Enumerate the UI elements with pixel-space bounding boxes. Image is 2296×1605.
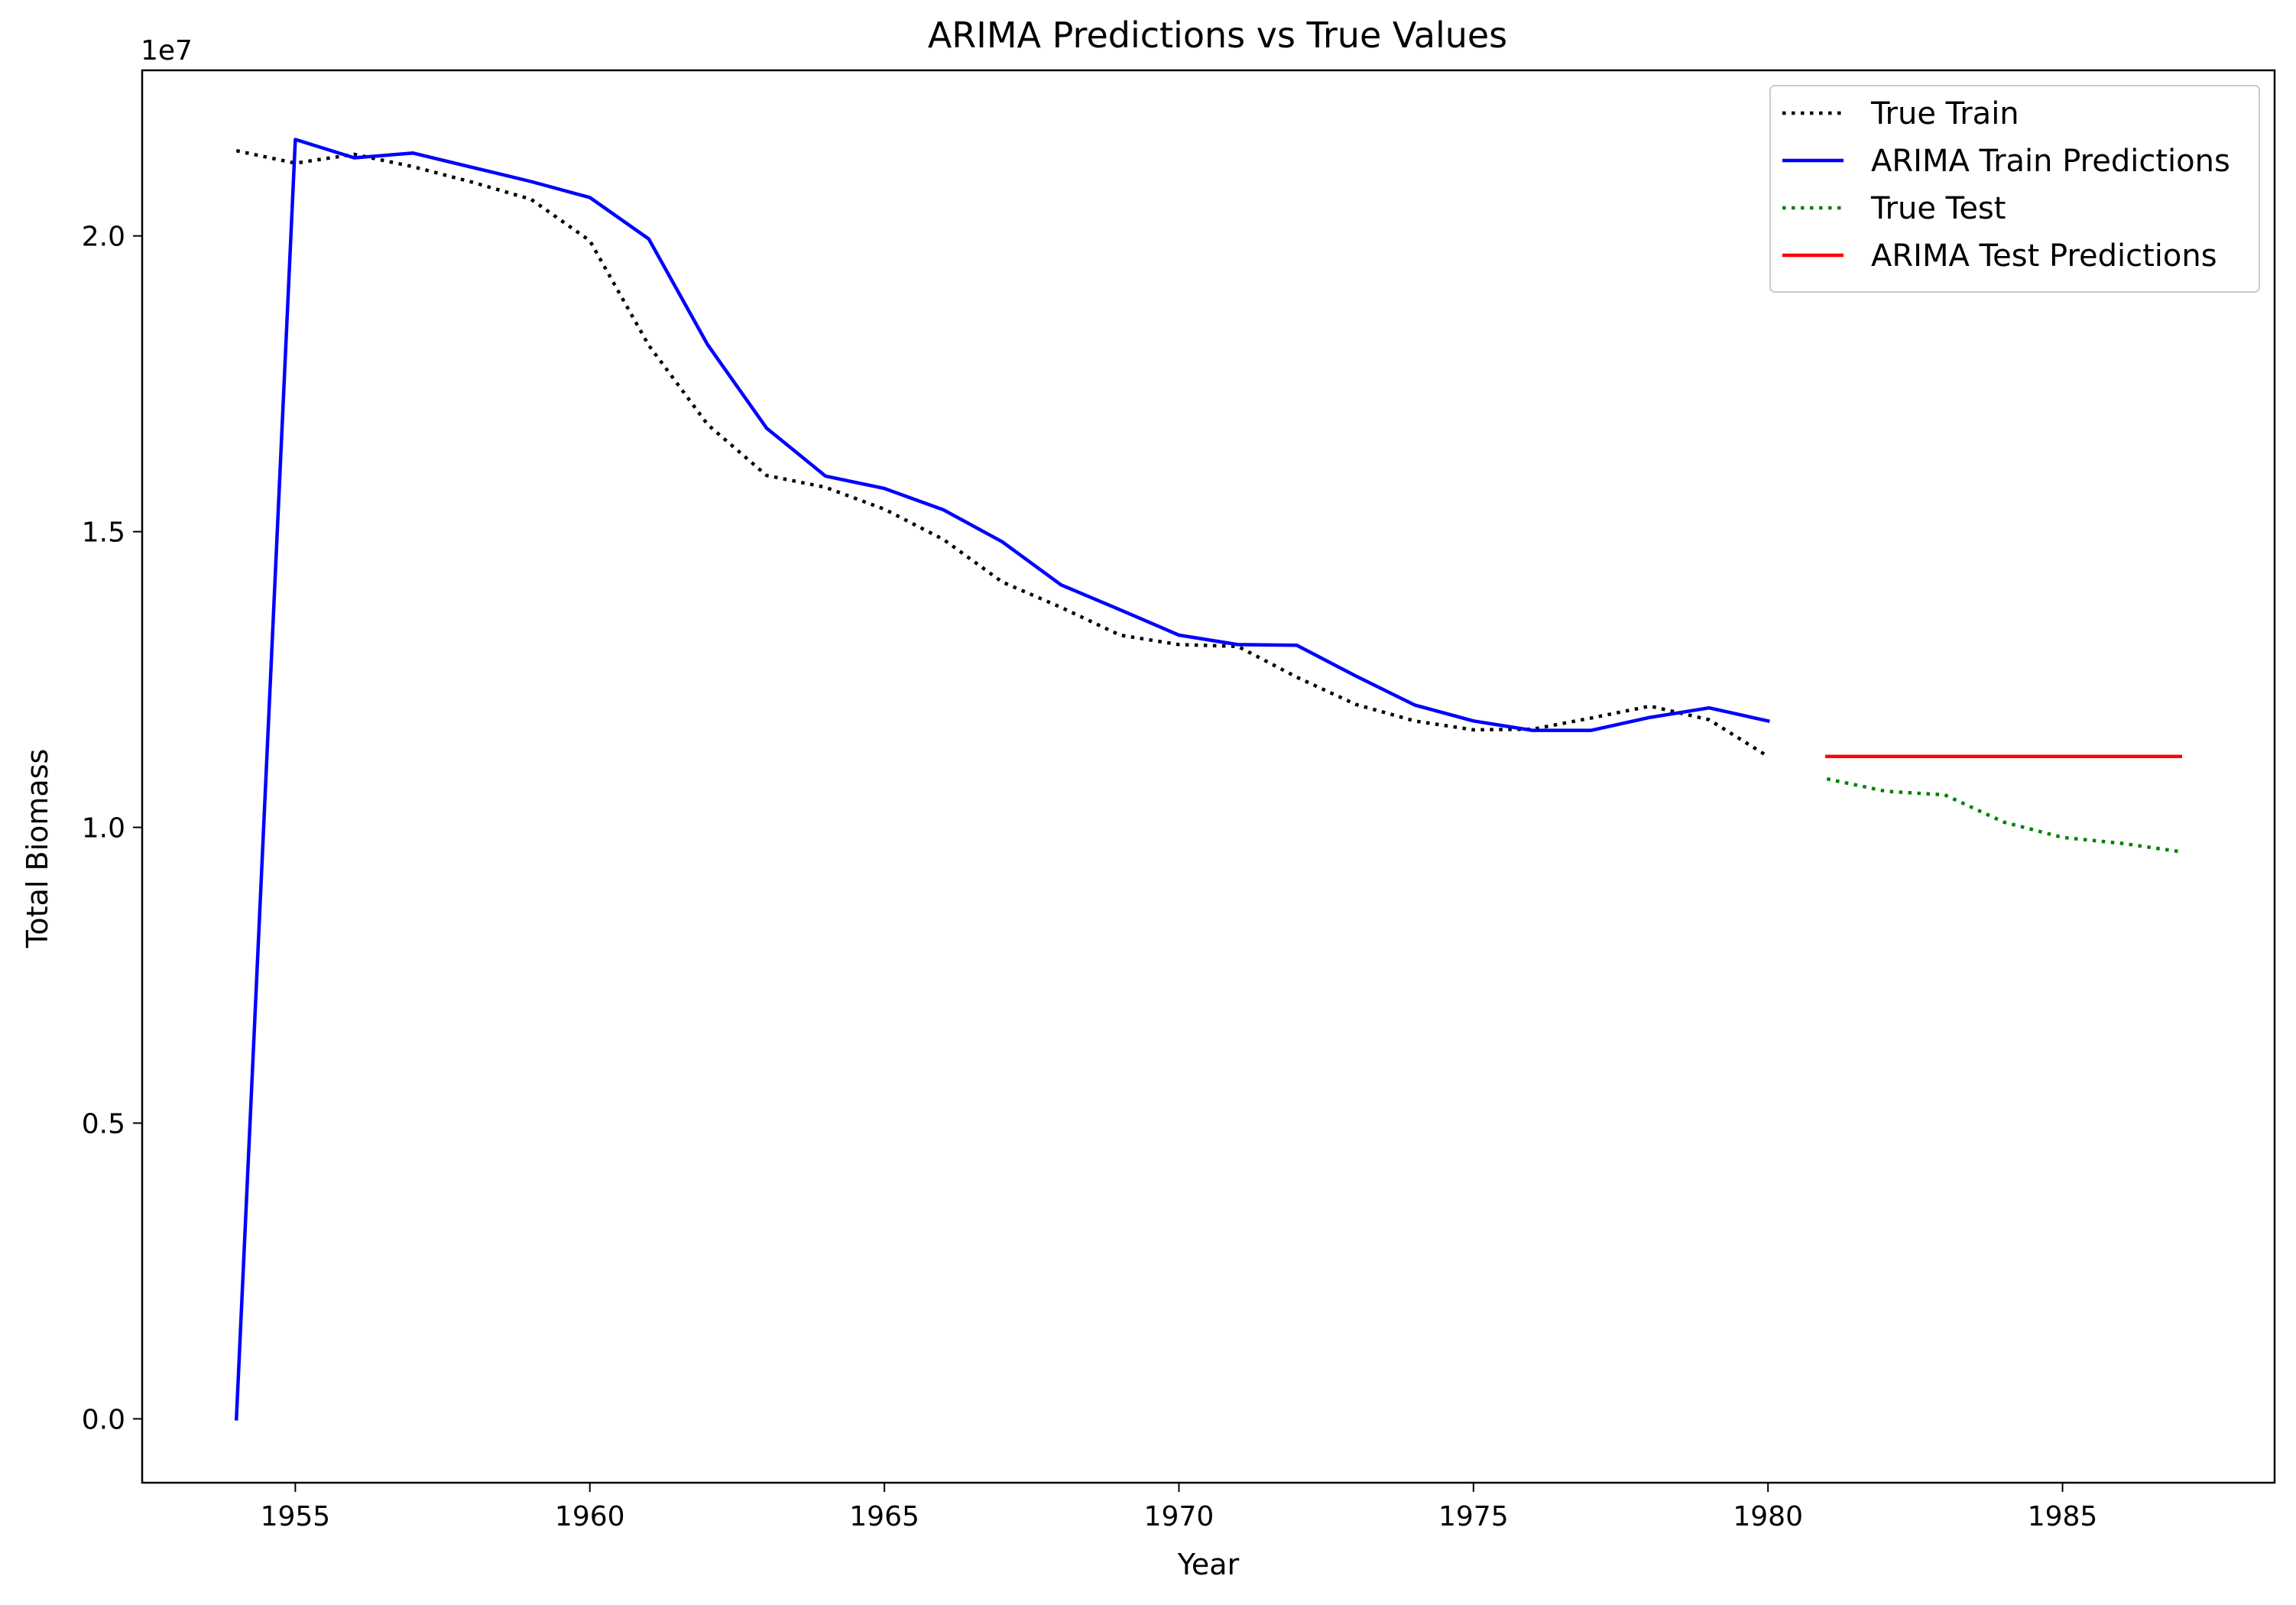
legend: True Train ARIMA Train Predictions True Te… (1769, 85, 2260, 293)
y-tick-label: 0.5 (82, 1108, 125, 1140)
x-tick-label: 1955 (261, 1501, 331, 1532)
x-tick-label: 1980 (1733, 1501, 1803, 1532)
y-axis-label: Total Biomass (21, 749, 54, 949)
x-tick-label: 1975 (1438, 1501, 1509, 1532)
x-axis-ticks: 1955 1960 1965 1970 1975 1980 1985 (261, 1483, 2098, 1532)
y-axis-offset-label: 1e7 (141, 35, 193, 66)
legend-label-true-test: True Test (1870, 191, 2006, 226)
x-tick-label: 1985 (2028, 1501, 2098, 1532)
legend-label-arima-test-predictions: ARIMA Test Predictions (1871, 238, 2217, 274)
y-axis-ticks: 0.0 0.5 1.0 1.5 2.0 (82, 222, 142, 1435)
plot-frame (141, 69, 2276, 1484)
legend-label-true-train: True Train (1870, 96, 2019, 131)
y-tick-label: 1.5 (82, 517, 125, 549)
legend-box (1769, 85, 2260, 293)
series-line-arima-train-predictions (234, 138, 1770, 1421)
x-tick-label: 1970 (1144, 1501, 1214, 1532)
y-tick-label: 0.0 (82, 1404, 125, 1435)
x-tick-label: 1965 (849, 1501, 919, 1532)
y-tick-label: 1.0 (82, 813, 125, 845)
series-layer (234, 138, 2182, 1421)
x-axis-label: Year (1177, 1548, 1240, 1581)
y-tick-label: 2.0 (82, 222, 125, 253)
chart-title: ARIMA Predictions vs True Values (928, 15, 1507, 56)
x-tick-label: 1960 (555, 1501, 625, 1532)
legend-label-arima-train-predictions: ARIMA Train Predictions (1871, 144, 2230, 179)
series-line-true-test (1826, 777, 2181, 854)
